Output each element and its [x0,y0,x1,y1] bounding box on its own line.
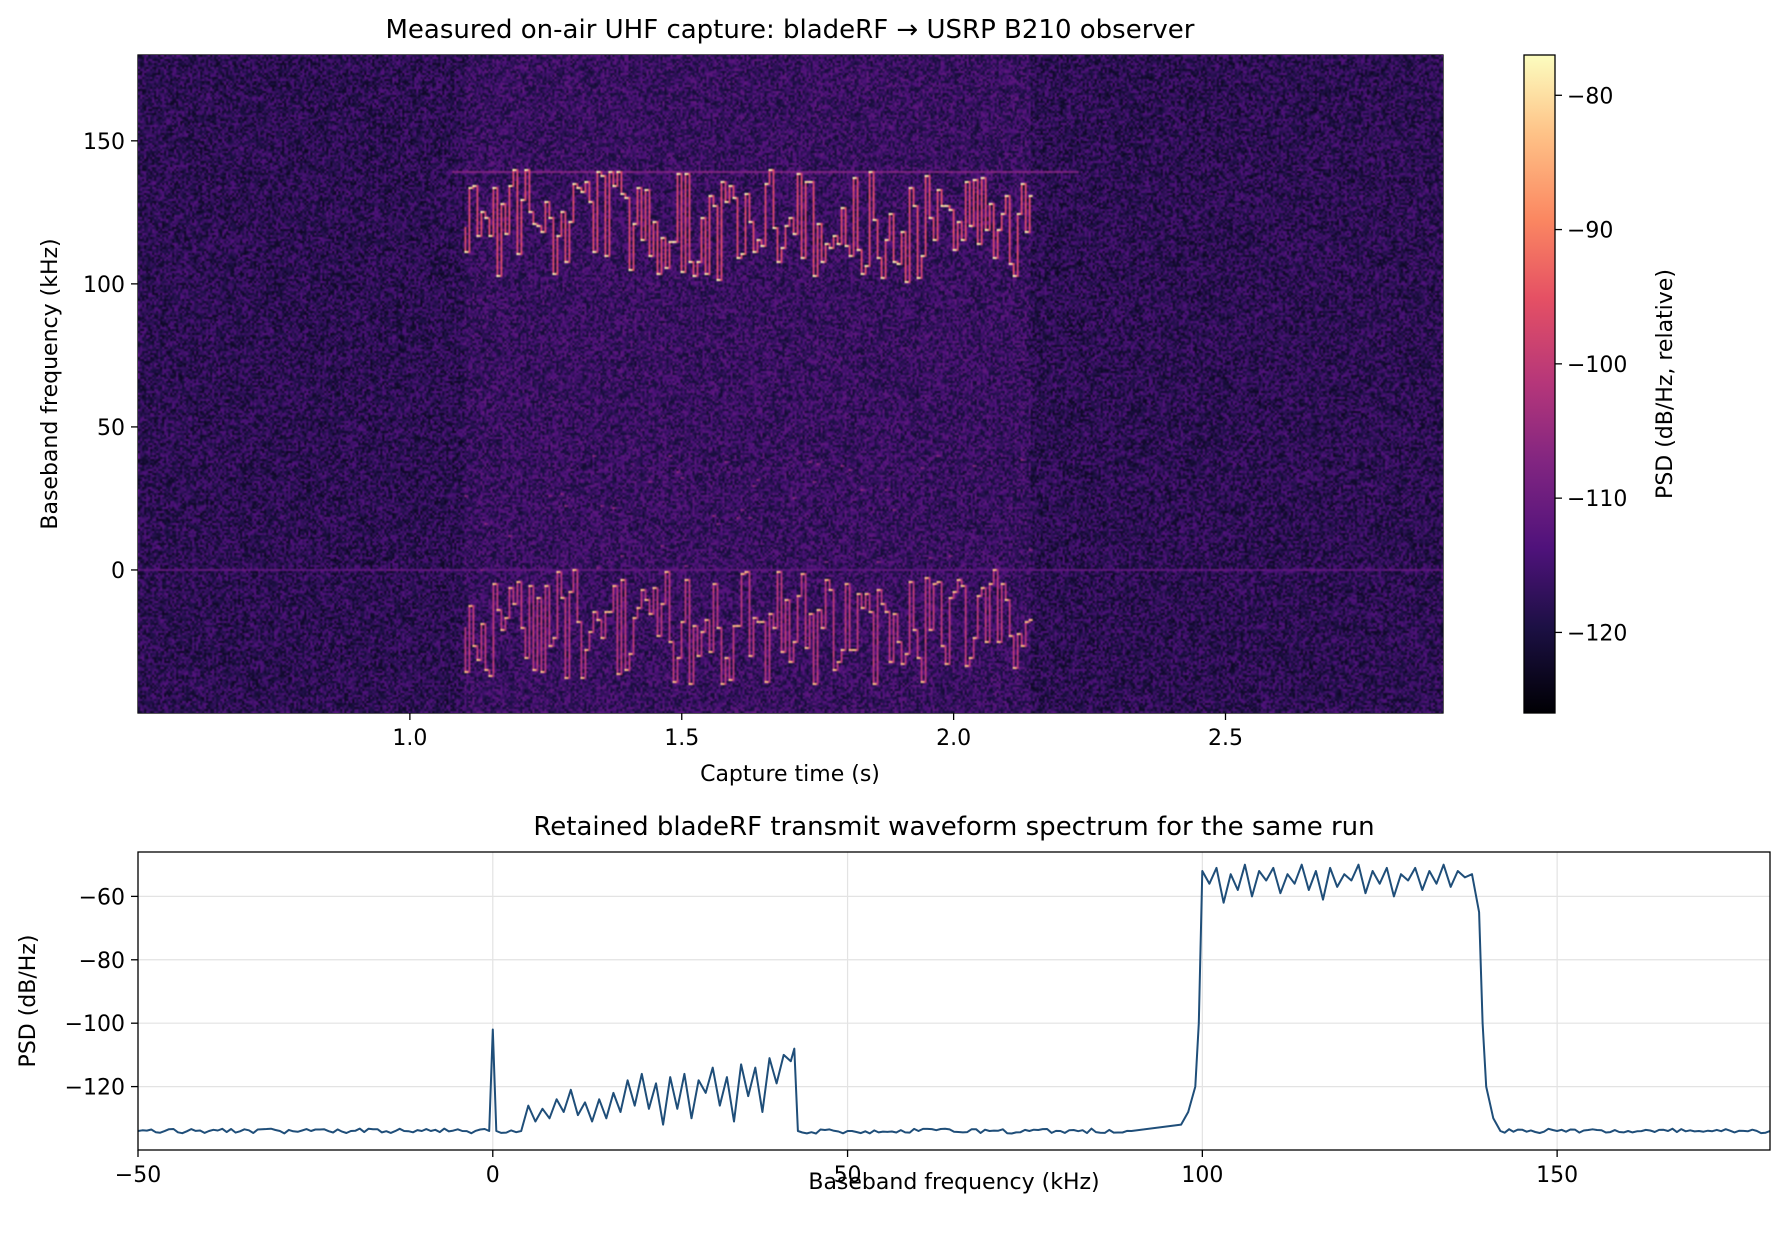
spectrogram-heatmap [138,55,1443,713]
spectrum-panel: Retained bladeRF transmit waveform spect… [16,812,1771,1195]
spectrogram-title: Measured on-air UHF capture: bladeRF → U… [386,15,1195,45]
colorbar-tick-label: −110 [1567,487,1627,512]
spectrogram-xtick-label: 2.5 [1208,726,1243,751]
spectrogram-xtick-label: 2.0 [936,726,971,751]
spectrum-ytick-label: −60 [79,885,125,910]
colorbar-gradient [1523,54,1556,714]
colorbar-tick-label: −80 [1567,84,1613,109]
spectrogram-ytick-label: 100 [83,273,125,298]
spectrogram-xtick-label: 1.0 [392,726,427,751]
spectrogram-xlabel: Capture time (s) [700,762,880,787]
spectrogram-image [138,55,1443,713]
spectrogram-ylabel: Baseband frequency (kHz) [38,238,63,529]
spectrogram-panel: Measured on-air UHF capture: bladeRF → U… [38,15,1444,787]
spectrum-frame [137,851,1771,1151]
spectrum-xtick-label: 0 [486,1163,500,1188]
spectrum-title: Retained bladeRF transmit waveform spect… [533,812,1374,842]
spectrum-xtick-label: 100 [1181,1163,1223,1188]
spectrum-xlabel: Baseband frequency (kHz) [808,1170,1099,1195]
colorbar-ticks: −120 −110 −100 −90 −80 [1555,84,1627,646]
spectrum-xtick-label: 50 [834,1163,862,1188]
spectrum-xtick-label: −50 [115,1163,161,1188]
colorbar: −120 −110 −100 −90 −80 PSD (dB/Hz, relative) [1523,54,1678,714]
spectrogram-ticks: 1.0 1.5 2.0 2.5 0 50 100 150 [83,130,1243,751]
spectrogram-ytick-label: 50 [97,416,125,441]
colorbar-tick-label: −120 [1567,621,1627,646]
colorbar-tick-label: −100 [1567,353,1627,378]
spectrogram-ytick-label: 0 [111,559,125,584]
spectrum-ytick-label: −100 [65,1012,125,1037]
spectrum-ytick-label: −120 [65,1076,125,1101]
spectrum-ytick-label: −80 [79,949,125,974]
spectrogram-ytick-label: 150 [83,130,125,155]
colorbar-tick-label: −90 [1567,219,1613,244]
spectrum-ticks: −50 0 50 100 150 −120 −100 −80 −60 [65,885,1579,1188]
colorbar-label: PSD (dB/Hz, relative) [1653,269,1678,499]
spectrum-grid [137,852,1770,1150]
spectrum-ylabel: PSD (dB/Hz) [16,935,41,1068]
spectrogram-xtick-label: 1.5 [664,726,699,751]
spectrum-xtick-label: 150 [1536,1163,1578,1188]
spectrum-line-series [137,863,1771,1135]
